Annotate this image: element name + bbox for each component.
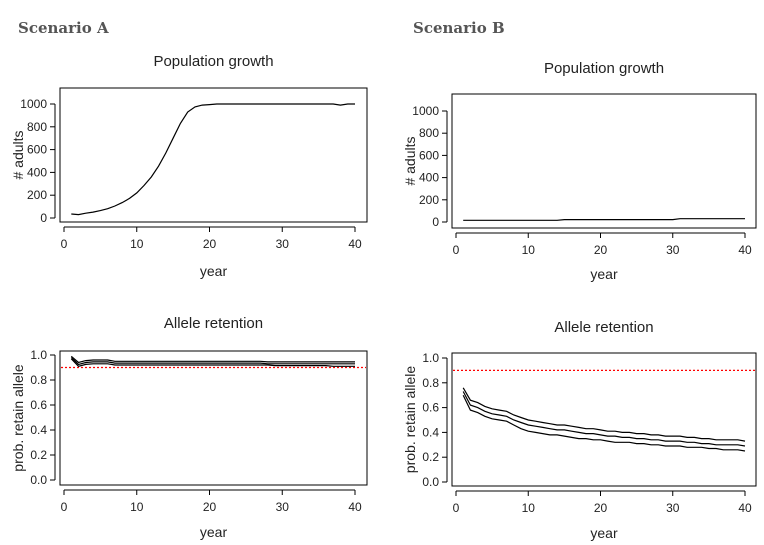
series-line-0: [462, 387, 746, 442]
x-tick-label: 20: [203, 237, 217, 251]
x-tick-label: 0: [453, 501, 460, 515]
x-axis-label: year: [590, 266, 618, 282]
y-tick-label: 0.6: [422, 401, 439, 415]
x-tick-label: 40: [348, 237, 362, 251]
y-tick-label: 1.0: [30, 348, 47, 362]
x-tick-label: 0: [61, 500, 68, 514]
x-axis-label: year: [590, 525, 618, 541]
x-tick-label: 0: [453, 243, 460, 257]
plot-frame: [59, 350, 368, 486]
y-tick-label: 0.4: [422, 425, 439, 439]
x-tick-label: 30: [666, 243, 680, 257]
x-tick-label: 40: [348, 500, 362, 514]
y-tick-label: 0.8: [422, 376, 439, 390]
y-tick-label: 0.0: [30, 473, 47, 487]
y-tick-label: 0.6: [30, 398, 47, 412]
y-tick-label: 600: [27, 143, 47, 157]
x-tick-label: 0: [61, 237, 68, 251]
scenario-a-label: Scenario A: [18, 19, 109, 37]
series-line-2: [462, 394, 746, 452]
y-axis-label: prob. retain allele: [10, 364, 26, 472]
x-tick-label: 30: [276, 237, 290, 251]
series-line-0: [70, 355, 355, 364]
y-tick-label: 0: [432, 215, 439, 229]
x-tick-label: 40: [738, 501, 752, 515]
x-tick-label: 10: [522, 243, 536, 257]
x-tick-label: 10: [130, 237, 144, 251]
plot-frame: [59, 87, 368, 223]
x-tick-label: 30: [666, 501, 680, 515]
x-tick-label: 30: [276, 500, 290, 514]
y-axis-label: # adults: [10, 130, 26, 179]
y-axis-label: prob. retain allele: [402, 366, 418, 474]
series-line-1: [462, 391, 746, 447]
series-line-2: [70, 358, 355, 367]
y-tick-label: 800: [27, 120, 47, 134]
x-tick-label: 20: [594, 243, 608, 257]
series-line-0: [463, 218, 745, 221]
y-tick-label: 400: [419, 171, 439, 185]
y-tick-label: 800: [419, 126, 439, 140]
y-tick-label: 0.2: [30, 448, 47, 462]
series-line-1: [70, 357, 355, 366]
panel-3: Allele retention year prob. retain allele 0…: [402, 319, 757, 541]
y-tick-label: 1000: [20, 97, 47, 111]
y-tick-label: 600: [419, 148, 439, 162]
y-tick-label: 200: [27, 188, 47, 202]
chart-title: Population growth: [153, 53, 273, 70]
plot-frame: [451, 93, 757, 229]
y-tick-label: 400: [27, 165, 47, 179]
x-tick-label: 20: [594, 501, 608, 515]
series-line-0: [71, 103, 355, 216]
x-tick-label: 10: [130, 500, 144, 514]
y-tick-label: 0.0: [422, 475, 439, 489]
y-tick-label: 1.0: [422, 351, 439, 365]
scenario-b-label: Scenario B: [413, 19, 505, 37]
y-tick-label: 0.4: [30, 423, 47, 437]
x-axis-label: year: [200, 524, 228, 540]
chart-title: Allele retention: [554, 319, 653, 336]
chart-title: Population growth: [544, 60, 664, 77]
y-tick-label: 0.8: [30, 373, 47, 387]
y-tick-label: 1000: [412, 104, 439, 118]
y-axis-label: # adults: [402, 136, 418, 185]
x-tick-label: 20: [203, 500, 217, 514]
panel-2: Allele retention year prob. retain allele 0…: [10, 315, 368, 540]
y-tick-label: 0.2: [422, 450, 439, 464]
x-tick-label: 40: [738, 243, 752, 257]
chart-title: Allele retention: [164, 315, 263, 332]
x-tick-label: 10: [522, 501, 536, 515]
x-axis-label: year: [200, 263, 228, 279]
y-tick-label: 0: [40, 211, 47, 225]
plot-frame: [451, 352, 757, 487]
y-tick-label: 200: [419, 193, 439, 207]
